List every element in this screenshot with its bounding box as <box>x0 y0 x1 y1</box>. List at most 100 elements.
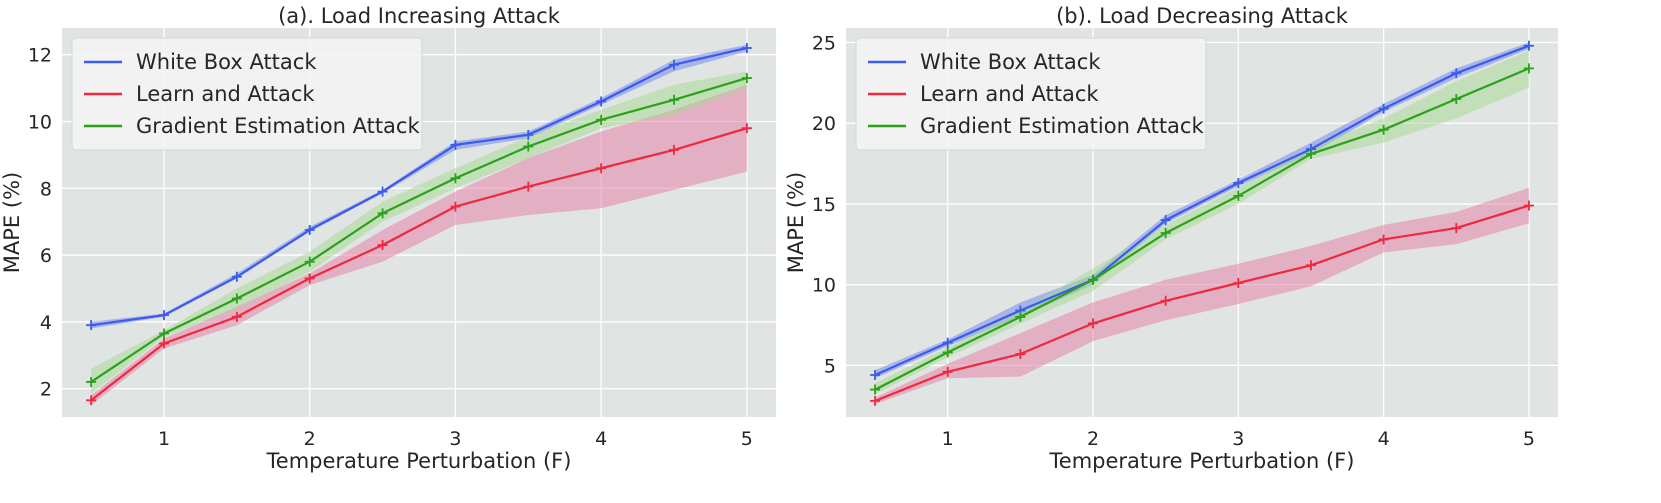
y-tick-label: 5 <box>824 355 836 377</box>
confidence-band-series-0 <box>875 42 1529 379</box>
data-point-marker <box>1523 200 1534 211</box>
chart-title: (b). Load Decreasing Attack <box>1056 4 1349 28</box>
legend-box <box>71 37 423 151</box>
data-point-marker <box>450 173 461 184</box>
data-point-marker <box>1378 103 1389 114</box>
data-point-marker <box>159 328 169 339</box>
y-tick-label: 8 <box>40 178 52 200</box>
confidence-band-series-2 <box>91 71 747 394</box>
confidence-band-series-1 <box>875 187 1529 405</box>
data-point-marker <box>1451 223 1462 234</box>
data-point-marker <box>1160 215 1171 226</box>
series-line-0 <box>90 46 748 327</box>
x-tick-label: 2 <box>304 428 316 450</box>
data-point-marker <box>1523 63 1534 74</box>
y-tick-label: 2 <box>40 379 52 401</box>
x-tick-label: 2 <box>1087 428 1099 450</box>
legend-box <box>855 37 1207 151</box>
series-line-2 <box>90 77 748 383</box>
data-point-marker <box>377 240 388 251</box>
data-point-marker <box>596 163 607 174</box>
series-line-2 <box>874 67 1530 391</box>
y-tick-label: 15 <box>812 194 836 216</box>
data-point-marker <box>741 123 752 134</box>
data-point-marker <box>870 384 881 395</box>
data-point-marker <box>1523 40 1534 51</box>
y-tick-label: 12 <box>28 45 52 67</box>
data-point-marker <box>304 256 315 267</box>
data-point-marker <box>1233 278 1244 289</box>
data-point-marker <box>377 186 388 197</box>
legend-label-series-0: White Box Attack <box>920 50 1101 74</box>
data-point-marker <box>1088 274 1099 285</box>
series-line-0 <box>874 44 1530 377</box>
data-point-marker <box>870 370 881 381</box>
series-line-1 <box>90 127 748 402</box>
x-tick-label: 3 <box>1232 428 1244 450</box>
data-point-marker <box>1233 190 1244 201</box>
x-tick-label: 4 <box>595 428 607 450</box>
legend-label-series-1: Learn and Attack <box>920 82 1099 106</box>
data-point-marker <box>1451 68 1462 79</box>
y-tick-label: 6 <box>40 245 52 267</box>
data-point-marker <box>1305 260 1316 271</box>
data-point-marker <box>1378 234 1389 245</box>
legend-label-series-2: Gradient Estimation Attack <box>136 114 420 138</box>
x-tick-label: 1 <box>158 428 170 450</box>
legend-label-series-0: White Box Attack <box>136 50 317 74</box>
data-point-marker <box>304 225 315 236</box>
data-point-marker <box>1015 311 1026 322</box>
data-point-marker <box>596 114 607 125</box>
data-point-marker <box>1233 177 1244 188</box>
data-point-marker <box>231 293 242 304</box>
data-point-marker <box>942 366 953 377</box>
legend-label-series-1: Learn and Attack <box>136 82 315 106</box>
data-point-marker <box>159 310 169 321</box>
data-point-marker <box>523 141 534 152</box>
data-point-marker <box>377 208 388 219</box>
chart-title: (a). Load Increasing Attack <box>278 4 561 28</box>
data-point-marker <box>86 395 97 406</box>
data-point-marker <box>1160 227 1171 238</box>
data-point-marker <box>1305 148 1316 159</box>
data-point-marker <box>942 337 953 348</box>
data-point-marker <box>942 347 953 358</box>
confidence-band-series-1 <box>91 84 747 406</box>
data-point-marker <box>1015 349 1026 360</box>
y-tick-label: 10 <box>812 275 836 297</box>
data-point-marker <box>86 376 97 387</box>
legend: White Box Attack Learn and Attack Gradient… <box>855 37 1207 151</box>
x-axis-label: Temperature Perturbation (F) <box>1049 449 1355 473</box>
x-axis-label: Temperature Perturbation (F) <box>266 449 572 473</box>
data-point-marker <box>450 201 461 212</box>
legend: White Box Attack Learn and Attack Gradient… <box>71 37 423 151</box>
data-point-marker <box>669 144 679 155</box>
data-point-marker <box>669 59 679 70</box>
data-point-marker <box>870 395 881 406</box>
legend-label-series-2: Gradient Estimation Attack <box>920 114 1204 138</box>
data-point-marker <box>86 320 97 331</box>
y-tick-label: 10 <box>28 111 52 133</box>
x-tick-label: 5 <box>741 428 753 450</box>
y-tick-label: 20 <box>812 113 836 135</box>
data-point-marker <box>596 96 607 107</box>
data-point-marker <box>1378 124 1389 135</box>
data-point-marker <box>523 181 534 192</box>
series-line-1 <box>874 204 1530 402</box>
data-point-marker <box>159 338 169 349</box>
data-point-marker <box>669 94 679 105</box>
x-tick-label: 3 <box>449 428 461 450</box>
data-point-marker <box>1088 318 1099 329</box>
data-point-marker <box>231 271 242 282</box>
x-tick-label: 1 <box>942 428 954 450</box>
data-point-marker <box>741 73 752 84</box>
x-tick-label: 5 <box>1523 428 1535 450</box>
data-point-marker <box>1451 94 1462 105</box>
data-point-marker <box>741 43 752 54</box>
data-point-marker <box>523 129 534 140</box>
y-tick-label: 4 <box>40 312 52 334</box>
data-point-marker <box>1160 295 1171 306</box>
